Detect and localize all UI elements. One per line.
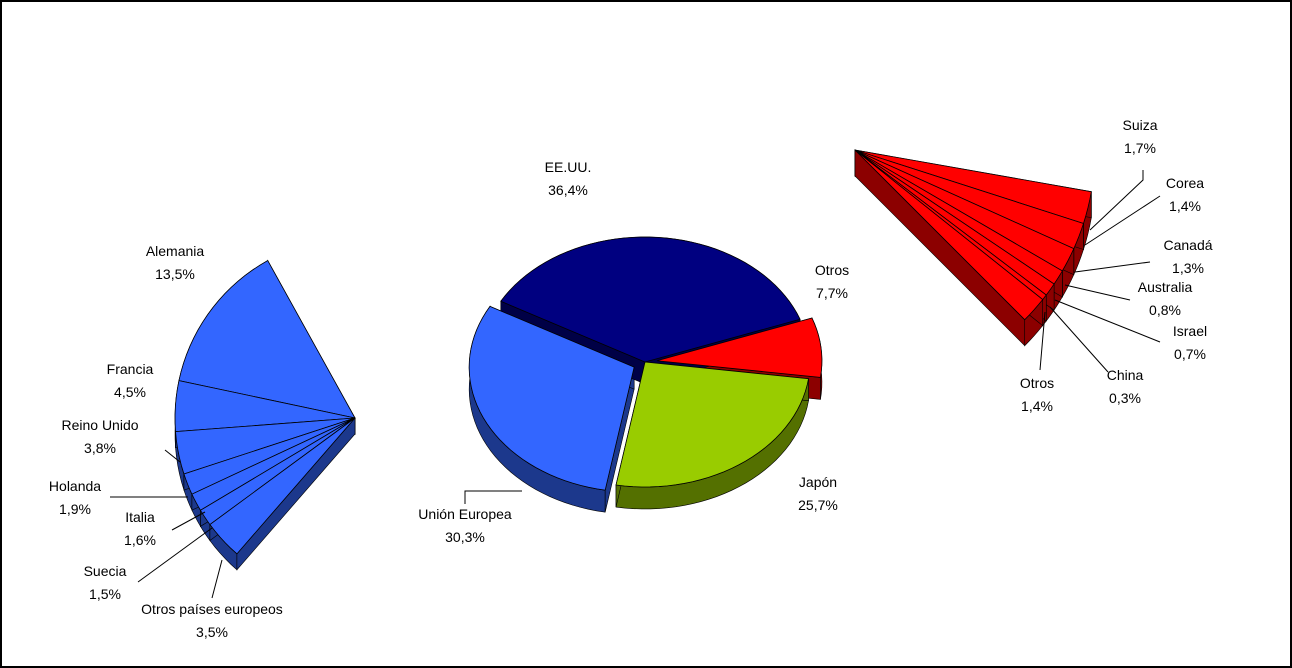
- slice-label: Holanda: [49, 478, 101, 494]
- leader-line: [211, 559, 223, 599]
- slice-value-label: 3,5%: [196, 624, 228, 640]
- slice-label: Japón: [799, 474, 837, 490]
- slice: [500, 236, 801, 363]
- slice-label: Unión Europea: [418, 506, 512, 522]
- leader-line: [1049, 306, 1109, 373]
- slice-label: Otros países europeos: [141, 601, 283, 617]
- leader-line: [1089, 170, 1144, 231]
- slice-label: Otros: [1020, 375, 1054, 391]
- slice-label: Suecia: [84, 563, 127, 579]
- slice-label: China: [1107, 367, 1144, 383]
- slice-label: Otros: [815, 262, 849, 278]
- slice-value-label: 0,8%: [1149, 302, 1181, 318]
- slice-label: Italia: [125, 509, 155, 525]
- slice: [178, 260, 356, 419]
- slice-value-label: 36,4%: [548, 182, 588, 198]
- slice-value-label: 1,3%: [1172, 260, 1204, 276]
- slice-label: Suiza: [1122, 117, 1157, 133]
- slice-label: EE.UU.: [545, 159, 592, 175]
- slice-value-label: 0,7%: [1174, 346, 1206, 362]
- slice-value-label: 30,3%: [445, 529, 485, 545]
- slice-value-label: 25,7%: [798, 497, 838, 513]
- slice-tops: [468, 236, 823, 491]
- slice-label: Australia: [1138, 279, 1193, 295]
- slice-label: Reino Unido: [61, 417, 138, 433]
- slice-value-label: 3,8%: [84, 440, 116, 456]
- slice-value-label: 13,5%: [155, 266, 195, 282]
- slice-label: Francia: [107, 361, 154, 377]
- slice-value-label: 1,4%: [1169, 198, 1201, 214]
- slice: [615, 361, 809, 488]
- slice-value-label: 7,7%: [816, 285, 848, 301]
- leader-line: [1054, 299, 1161, 343]
- leader-line: [137, 527, 213, 583]
- leader-line: [1039, 311, 1046, 371]
- slice-label: Canadá: [1163, 237, 1212, 253]
- slice: [209, 417, 356, 555]
- leader-line: [171, 511, 206, 531]
- slice: [854, 149, 1044, 321]
- leader-line: [164, 449, 181, 463]
- slice-label: Israel: [1173, 323, 1207, 339]
- slice-value-label: 0,3%: [1109, 390, 1141, 406]
- slice-label: Alemania: [146, 243, 205, 259]
- leader-line: [1084, 195, 1161, 246]
- slice-value-label: 1,7%: [1124, 140, 1156, 156]
- slice-value-label: 1,4%: [1021, 398, 1053, 414]
- slice-value-label: 4,5%: [114, 384, 146, 400]
- slice-label: Corea: [1166, 175, 1204, 191]
- slice: [174, 380, 356, 433]
- slice-value-label: 1,5%: [89, 586, 121, 602]
- slice: [468, 305, 635, 491]
- slice-value-label: 1,9%: [59, 501, 91, 517]
- slice: [175, 417, 356, 475]
- slice-tops: [854, 149, 1092, 321]
- leader-line: [1064, 284, 1131, 301]
- slice-tops: [174, 260, 356, 555]
- leader-line: [1074, 261, 1151, 273]
- slice: [656, 317, 823, 378]
- slice-value-label: 1,6%: [124, 532, 156, 548]
- leader-line: [464, 490, 522, 504]
